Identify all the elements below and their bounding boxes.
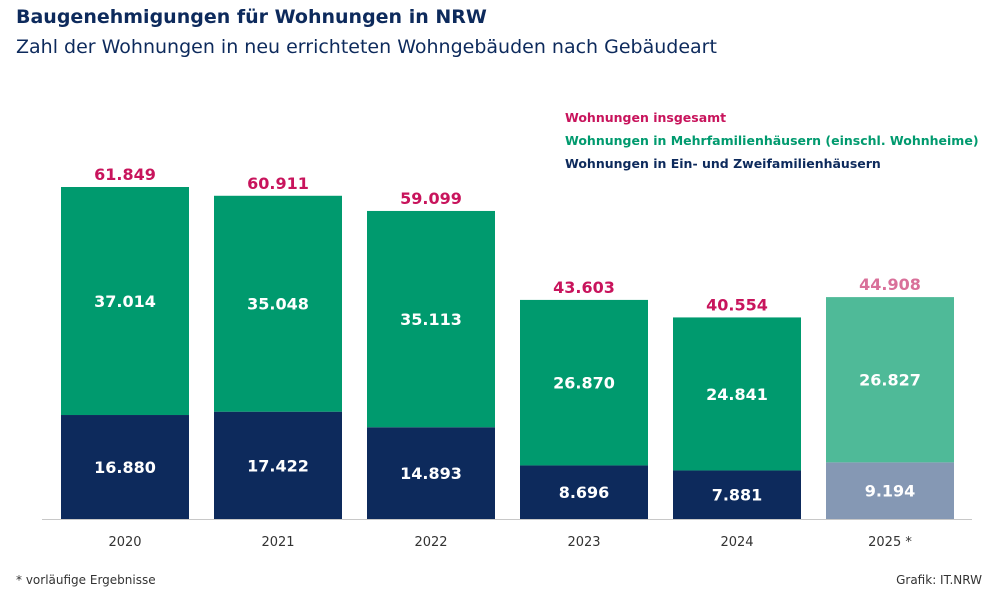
data-label-total-2: 59.099 xyxy=(400,189,462,208)
bar-mehrfamilien-3 xyxy=(520,299,648,466)
legend: Wohnungen insgesamt Wohnungen in Mehrfam… xyxy=(565,106,979,175)
data-label-einzweifamilien-1: 17.422 xyxy=(247,456,309,475)
chart-subtitle: Zahl der Wohnungen in neu errichteten Wo… xyxy=(16,36,717,58)
data-label-mehrfamilien-0: 37.014 xyxy=(94,292,156,311)
source-credit: Grafik: IT.NRW xyxy=(896,573,982,587)
x-tick-label-4: 2024 xyxy=(720,535,753,550)
data-label-total-3: 43.603 xyxy=(553,278,615,297)
bar-einzweifamilien-4 xyxy=(673,470,801,519)
data-label-einzweifamilien-4: 7.881 xyxy=(712,486,763,505)
bar-einzweifamilien-5 xyxy=(826,462,954,519)
data-label-mehrfamilien-5: 26.827 xyxy=(859,371,921,390)
data-label-einzweifamilien-0: 16.880 xyxy=(94,458,156,477)
bar-einzweifamilien-1 xyxy=(214,411,342,519)
bar-mehrfamilien-2 xyxy=(367,210,495,428)
data-label-mehrfamilien-2: 35.113 xyxy=(400,310,462,329)
data-label-total-0: 61.849 xyxy=(94,165,156,184)
bar-einzweifamilien-3 xyxy=(520,465,648,519)
data-label-einzweifamilien-5: 9.194 xyxy=(865,482,916,501)
bar-mehrfamilien-4 xyxy=(673,317,801,471)
data-label-einzweifamilien-2: 14.893 xyxy=(400,464,462,483)
data-label-einzweifamilien-3: 8.696 xyxy=(559,483,610,502)
data-label-mehrfamilien-3: 26.870 xyxy=(553,374,615,393)
x-tick-label-1: 2021 xyxy=(261,535,294,550)
data-label-total-4: 40.554 xyxy=(706,295,768,314)
legend-item-einzweifamilien: Wohnungen in Ein- und Zweifamilienhäuser… xyxy=(565,156,881,171)
data-label-total-1: 60.911 xyxy=(247,174,309,193)
x-tick-label-5: 2025 * xyxy=(868,535,912,550)
bar-einzweifamilien-2 xyxy=(367,427,495,519)
x-tick-label-2: 2022 xyxy=(414,535,447,550)
legend-item-total: Wohnungen insgesamt xyxy=(565,110,727,125)
chart-title: Baugenehmigungen für Wohnungen in NRW xyxy=(16,6,487,28)
legend-item-mehrfamilien: Wohnungen in Mehrfamilienhäusern (einsch… xyxy=(565,133,979,148)
data-label-mehrfamilien-4: 24.841 xyxy=(706,385,768,404)
bar-mehrfamilien-5 xyxy=(826,297,954,463)
data-label-total-5: 44.908 xyxy=(859,275,921,294)
bar-einzweifamilien-0 xyxy=(61,415,189,519)
footnote: * vorläufige Ergebnisse xyxy=(16,573,156,587)
data-label-mehrfamilien-1: 35.048 xyxy=(247,295,309,314)
bar-mehrfamilien-1 xyxy=(214,195,342,412)
x-tick-label-0: 2020 xyxy=(108,535,141,550)
bar-mehrfamilien-0 xyxy=(61,187,189,416)
x-tick-label-3: 2023 xyxy=(567,535,600,550)
